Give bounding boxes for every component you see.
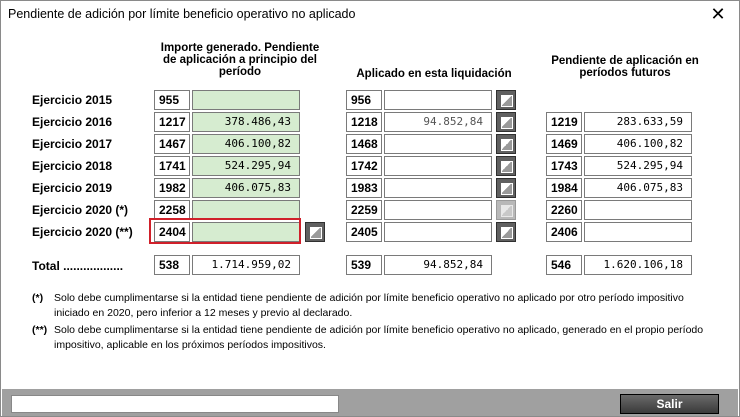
total-aplicado: 94.852,84 xyxy=(384,255,492,275)
total-label: Total .................. xyxy=(32,259,124,273)
header-aplicado: Aplicado en esta liquidación xyxy=(356,68,512,80)
note-text: Solo debe cumplimentarse si la entidad t… xyxy=(54,292,684,319)
code-box: 1217 xyxy=(154,112,190,132)
code-box: 1982 xyxy=(154,178,190,198)
edit-detail-icon xyxy=(496,200,516,220)
importe-generado-input[interactable] xyxy=(192,200,300,220)
importe-generado-input[interactable]: 524.295,94 xyxy=(192,156,300,176)
aplicado-input[interactable]: 94.852,84 xyxy=(384,112,492,132)
code-box: 2406 xyxy=(546,222,582,242)
code-box: 1742 xyxy=(346,156,382,176)
code-box: 1219 xyxy=(546,112,582,132)
aplicado-input[interactable] xyxy=(384,222,492,242)
title-bar: Pendiente de adición por límite benefici… xyxy=(1,1,739,29)
aplicado-input[interactable] xyxy=(384,178,492,198)
importe-generado-input[interactable] xyxy=(192,90,300,110)
edit-detail-icon[interactable] xyxy=(496,222,516,242)
note-text: Solo debe cumplimentarse si la entidad t… xyxy=(54,324,704,351)
importe-generado-input[interactable]: 406.075,83 xyxy=(192,178,300,198)
pendiente-futuros-input xyxy=(584,200,692,220)
edit-detail-icon[interactable] xyxy=(496,90,516,110)
aplicado-input[interactable] xyxy=(384,90,492,110)
importe-generado-input[interactable]: 406.100,82 xyxy=(192,134,300,154)
row-label: Ejercicio 2020 (*) xyxy=(32,203,129,217)
note-double-asterisk: (**) Solo debe cumplimentarse si la enti… xyxy=(32,323,722,353)
code-box: 956 xyxy=(346,90,382,110)
edit-detail-icon[interactable] xyxy=(496,134,516,154)
close-icon[interactable]: ✕ xyxy=(710,4,726,24)
importe-generado-input[interactable]: 378.486,43 xyxy=(192,112,300,132)
code-box: 2259 xyxy=(346,200,382,220)
code-box: 955 xyxy=(154,90,190,110)
aplicado-input[interactable] xyxy=(384,200,492,220)
code-box: 1467 xyxy=(154,134,190,154)
highlight-box-2404 xyxy=(149,218,301,244)
note-mark: (**) xyxy=(32,324,48,336)
note-mark: (*) xyxy=(32,292,44,304)
code-box: 1469 xyxy=(546,134,582,154)
code-box: 1218 xyxy=(346,112,382,132)
aplicado-input[interactable] xyxy=(384,156,492,176)
row-label: Ejercicio 2015 xyxy=(32,93,113,107)
pendiente-futuros-input: 283.633,59 xyxy=(584,112,692,132)
total-code-539: 539 xyxy=(346,255,382,275)
code-box: 1983 xyxy=(346,178,382,198)
edit-detail-icon[interactable] xyxy=(496,178,516,198)
row-label: Ejercicio 2017 xyxy=(32,137,113,151)
total-pendiente-futuros: 1.620.106,18 xyxy=(584,255,692,275)
edit-detail-icon[interactable] xyxy=(305,222,325,242)
total-code-538: 538 xyxy=(154,255,190,275)
aplicado-input[interactable] xyxy=(384,134,492,154)
footer-bar: Salir xyxy=(2,389,738,416)
row-label: Ejercicio 2020 (**) xyxy=(32,225,133,239)
code-box: 2404 xyxy=(154,222,190,242)
row-label: Ejercicio 2018 xyxy=(32,159,113,173)
salir-button[interactable]: Salir xyxy=(620,394,719,414)
code-box: 2405 xyxy=(346,222,382,242)
total-importe-generado: 1.714.959,02 xyxy=(192,255,300,275)
code-box: 1743 xyxy=(546,156,582,176)
total-code-546: 546 xyxy=(546,255,582,275)
pendiente-futuros-input: 406.075,83 xyxy=(584,178,692,198)
dialog-body: Importe generado. Pendiente de aplicació… xyxy=(2,29,738,389)
row-label: Ejercicio 2019 xyxy=(32,181,113,195)
status-field xyxy=(11,395,339,413)
row-label: Ejercicio 2016 xyxy=(32,115,113,129)
code-box: 1468 xyxy=(346,134,382,154)
code-box: 2260 xyxy=(546,200,582,220)
dialog-title: Pendiente de adición por límite benefici… xyxy=(8,7,356,21)
edit-detail-icon[interactable] xyxy=(496,112,516,132)
pendiente-futuros-input: 406.100,82 xyxy=(584,134,692,154)
code-box: 2258 xyxy=(154,200,190,220)
pendiente-futuros-input xyxy=(584,222,692,242)
header-importe-generado: Importe generado. Pendiente de aplicació… xyxy=(160,42,320,78)
edit-detail-icon[interactable] xyxy=(496,156,516,176)
note-single-asterisk: (*) Solo debe cumplimentarse si la entid… xyxy=(32,291,722,321)
code-box: 1741 xyxy=(154,156,190,176)
header-pendiente-futuros: Pendiente de aplicación en períodos futu… xyxy=(551,55,699,79)
code-box: 1984 xyxy=(546,178,582,198)
pendiente-futuros-input: 524.295,94 xyxy=(584,156,692,176)
